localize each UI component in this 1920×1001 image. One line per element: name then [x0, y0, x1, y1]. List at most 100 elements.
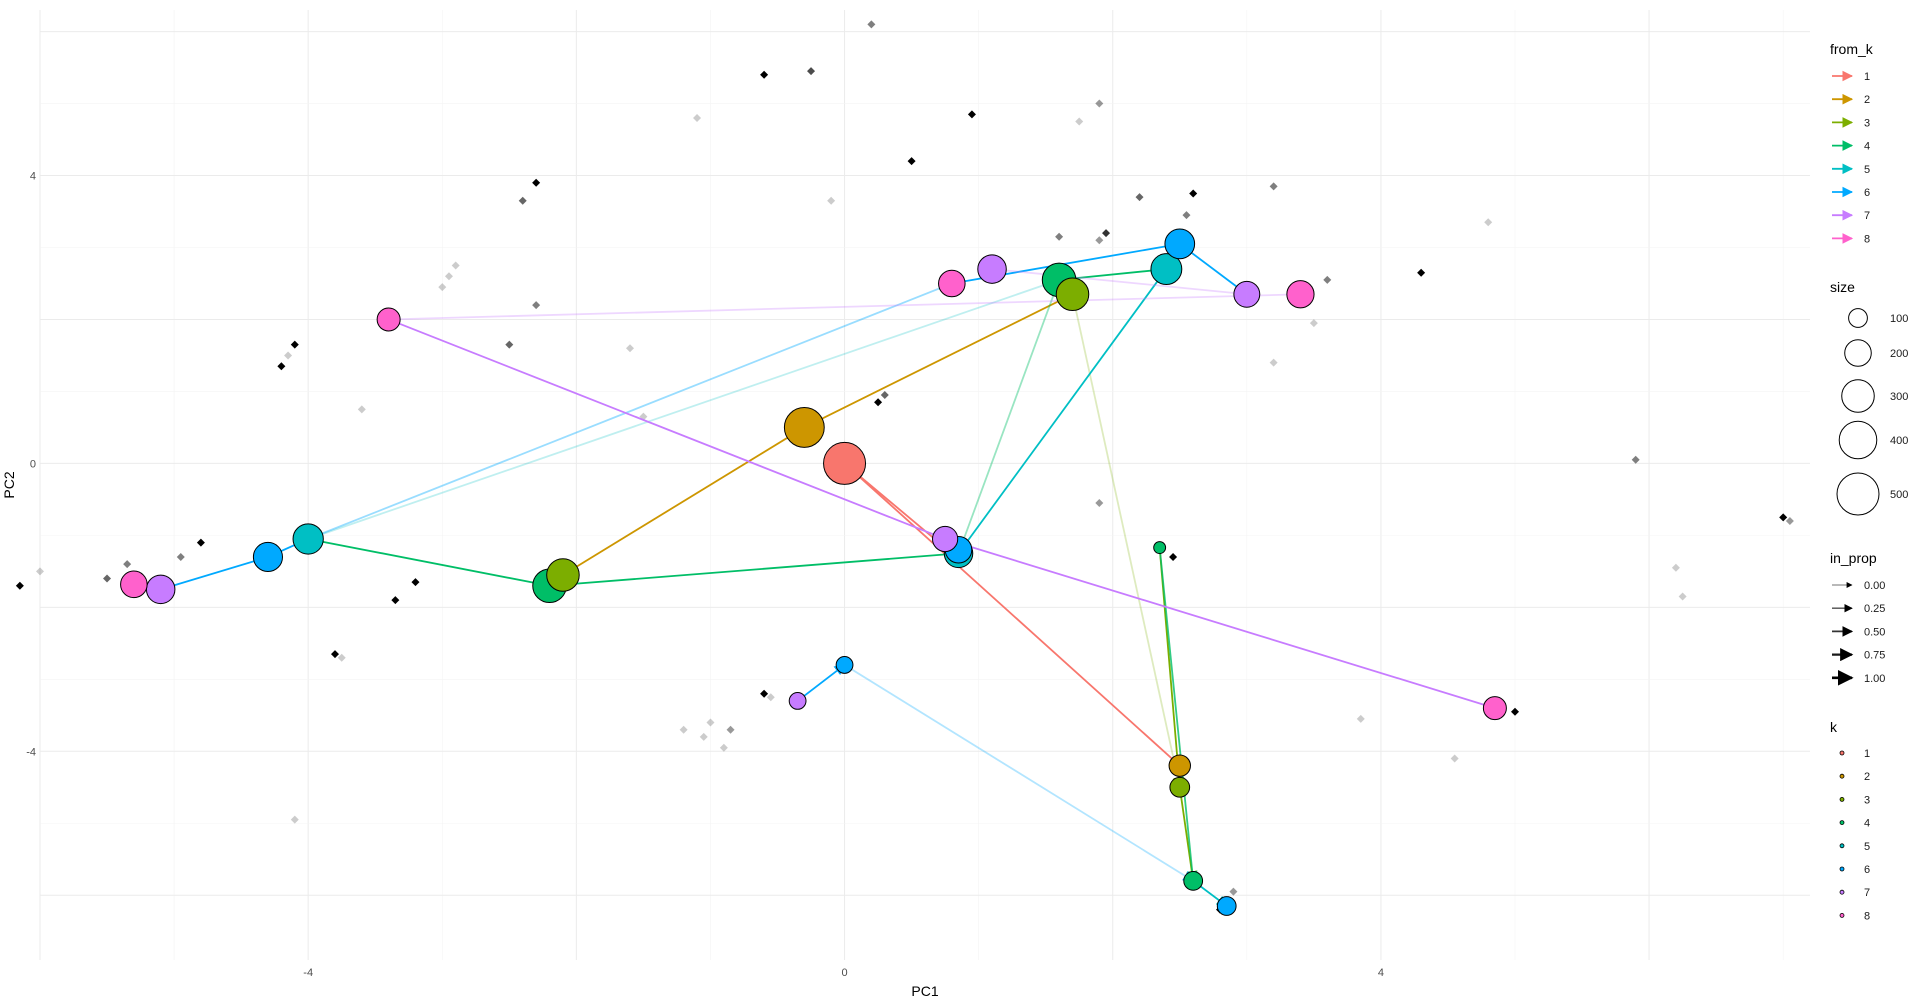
background-point: [438, 283, 447, 292]
node-k-7: [977, 254, 1007, 284]
legend-from-k-title: from_k: [1830, 41, 1874, 57]
background-point: [1779, 513, 1788, 522]
legend-size-title: size: [1830, 279, 1855, 295]
background-point: [1182, 211, 1191, 220]
path-from-k-6: [160, 538, 310, 591]
background-point: [411, 578, 420, 587]
node-k-3: [1169, 776, 1191, 798]
node-k-7: [932, 525, 959, 553]
legend-k-label: 2: [1864, 771, 1870, 783]
background-point: [444, 272, 453, 281]
background-point: [532, 178, 541, 187]
legend-size-label: 400: [1890, 435, 1908, 447]
x-tick-label: -4: [303, 967, 313, 979]
path-from-k-5: [307, 277, 1061, 540]
legend-from-k-label: 6: [1864, 187, 1870, 199]
background-point: [719, 743, 728, 752]
node-k-2: [783, 407, 825, 448]
background-point: [337, 653, 346, 662]
background-point: [1678, 592, 1687, 601]
background-point: [290, 815, 299, 824]
background-point: [357, 405, 366, 414]
background-point: [505, 340, 514, 349]
legend-from-k-label: 4: [1864, 141, 1870, 153]
node-k-7: [1233, 280, 1261, 308]
legend-from-k-label: 8: [1864, 233, 1870, 245]
node-k-3: [546, 558, 580, 592]
background-point: [1785, 516, 1794, 525]
path-from-k-4: [308, 538, 960, 587]
node-k-1: [823, 441, 867, 485]
path-from-k-4: [1059, 264, 1168, 281]
node-k-6: [1216, 896, 1237, 916]
legend-in-prop-label: 0.75: [1864, 650, 1885, 662]
background-point: [123, 560, 132, 569]
legend-k-key: [1839, 820, 1845, 825]
y-axis-title: PC2: [1, 471, 17, 498]
path-from-k-2: [562, 426, 805, 576]
path-from-k-7: [388, 318, 1496, 711]
background-point: [277, 362, 286, 371]
node-k-4: [1183, 870, 1204, 891]
node-k-6: [1164, 228, 1196, 260]
legend-size-label: 100: [1890, 313, 1908, 325]
background-point: [726, 725, 735, 734]
background-point: [699, 732, 708, 741]
background-point: [1417, 268, 1426, 277]
background-point: [391, 596, 400, 605]
y-tick-label: 0: [30, 458, 36, 470]
background-point: [880, 391, 889, 400]
background-point: [760, 70, 769, 79]
background-point: [1671, 563, 1680, 572]
background-point: [196, 538, 205, 547]
background-point: [1450, 754, 1459, 763]
background-point: [1356, 714, 1365, 723]
background-point: [290, 340, 299, 349]
legend-size-key: [1836, 472, 1880, 516]
background-point: [867, 20, 876, 29]
node-k-5: [1150, 253, 1183, 286]
legend-k-title: k: [1830, 719, 1838, 735]
background-point: [807, 67, 816, 76]
background-point: [1484, 218, 1493, 227]
background-point: [1055, 232, 1064, 241]
x-tick-label: 4: [1378, 967, 1384, 979]
background-point: [1169, 552, 1178, 561]
legend-k-label: 6: [1864, 864, 1870, 876]
y-tick-label: -4: [26, 746, 36, 758]
node-k-8: [120, 570, 148, 599]
legend-k-label: 5: [1864, 841, 1870, 853]
background-point: [1095, 236, 1104, 245]
background-point: [706, 718, 715, 727]
path-from-k-1: [843, 462, 1181, 767]
node-k-8: [1286, 280, 1315, 309]
node-k-5: [292, 523, 324, 555]
background-point: [1135, 193, 1144, 202]
node-k-8: [938, 269, 966, 298]
path-from-k-4: [1158, 547, 1198, 882]
background-point: [827, 196, 836, 205]
path-from-k-3: [1071, 294, 1183, 789]
node-k-4: [1153, 541, 1167, 555]
background-point: [679, 725, 688, 734]
legend-size-key: [1838, 420, 1878, 460]
background-point: [451, 261, 460, 270]
legend-from-k-label: 7: [1864, 210, 1870, 222]
background-point: [874, 398, 883, 407]
background-point: [1095, 498, 1104, 507]
path-from-k-2: [803, 293, 1074, 429]
node-k-7: [145, 574, 176, 605]
legend-from-k-label: 2: [1864, 94, 1870, 106]
path-from-k-4: [956, 279, 1060, 555]
legend-size-label: 200: [1890, 348, 1908, 360]
background-point: [967, 110, 976, 119]
background-point: [176, 552, 185, 561]
legend-k-label: 1: [1864, 748, 1870, 760]
background-point: [15, 581, 24, 590]
legend-k-key: [1839, 866, 1845, 872]
legend-k-key: [1839, 913, 1845, 918]
background-point: [284, 351, 293, 360]
legend-k-key: [1839, 843, 1845, 849]
path-from-k-7: [991, 268, 1248, 299]
node-k-3: [1055, 277, 1090, 312]
